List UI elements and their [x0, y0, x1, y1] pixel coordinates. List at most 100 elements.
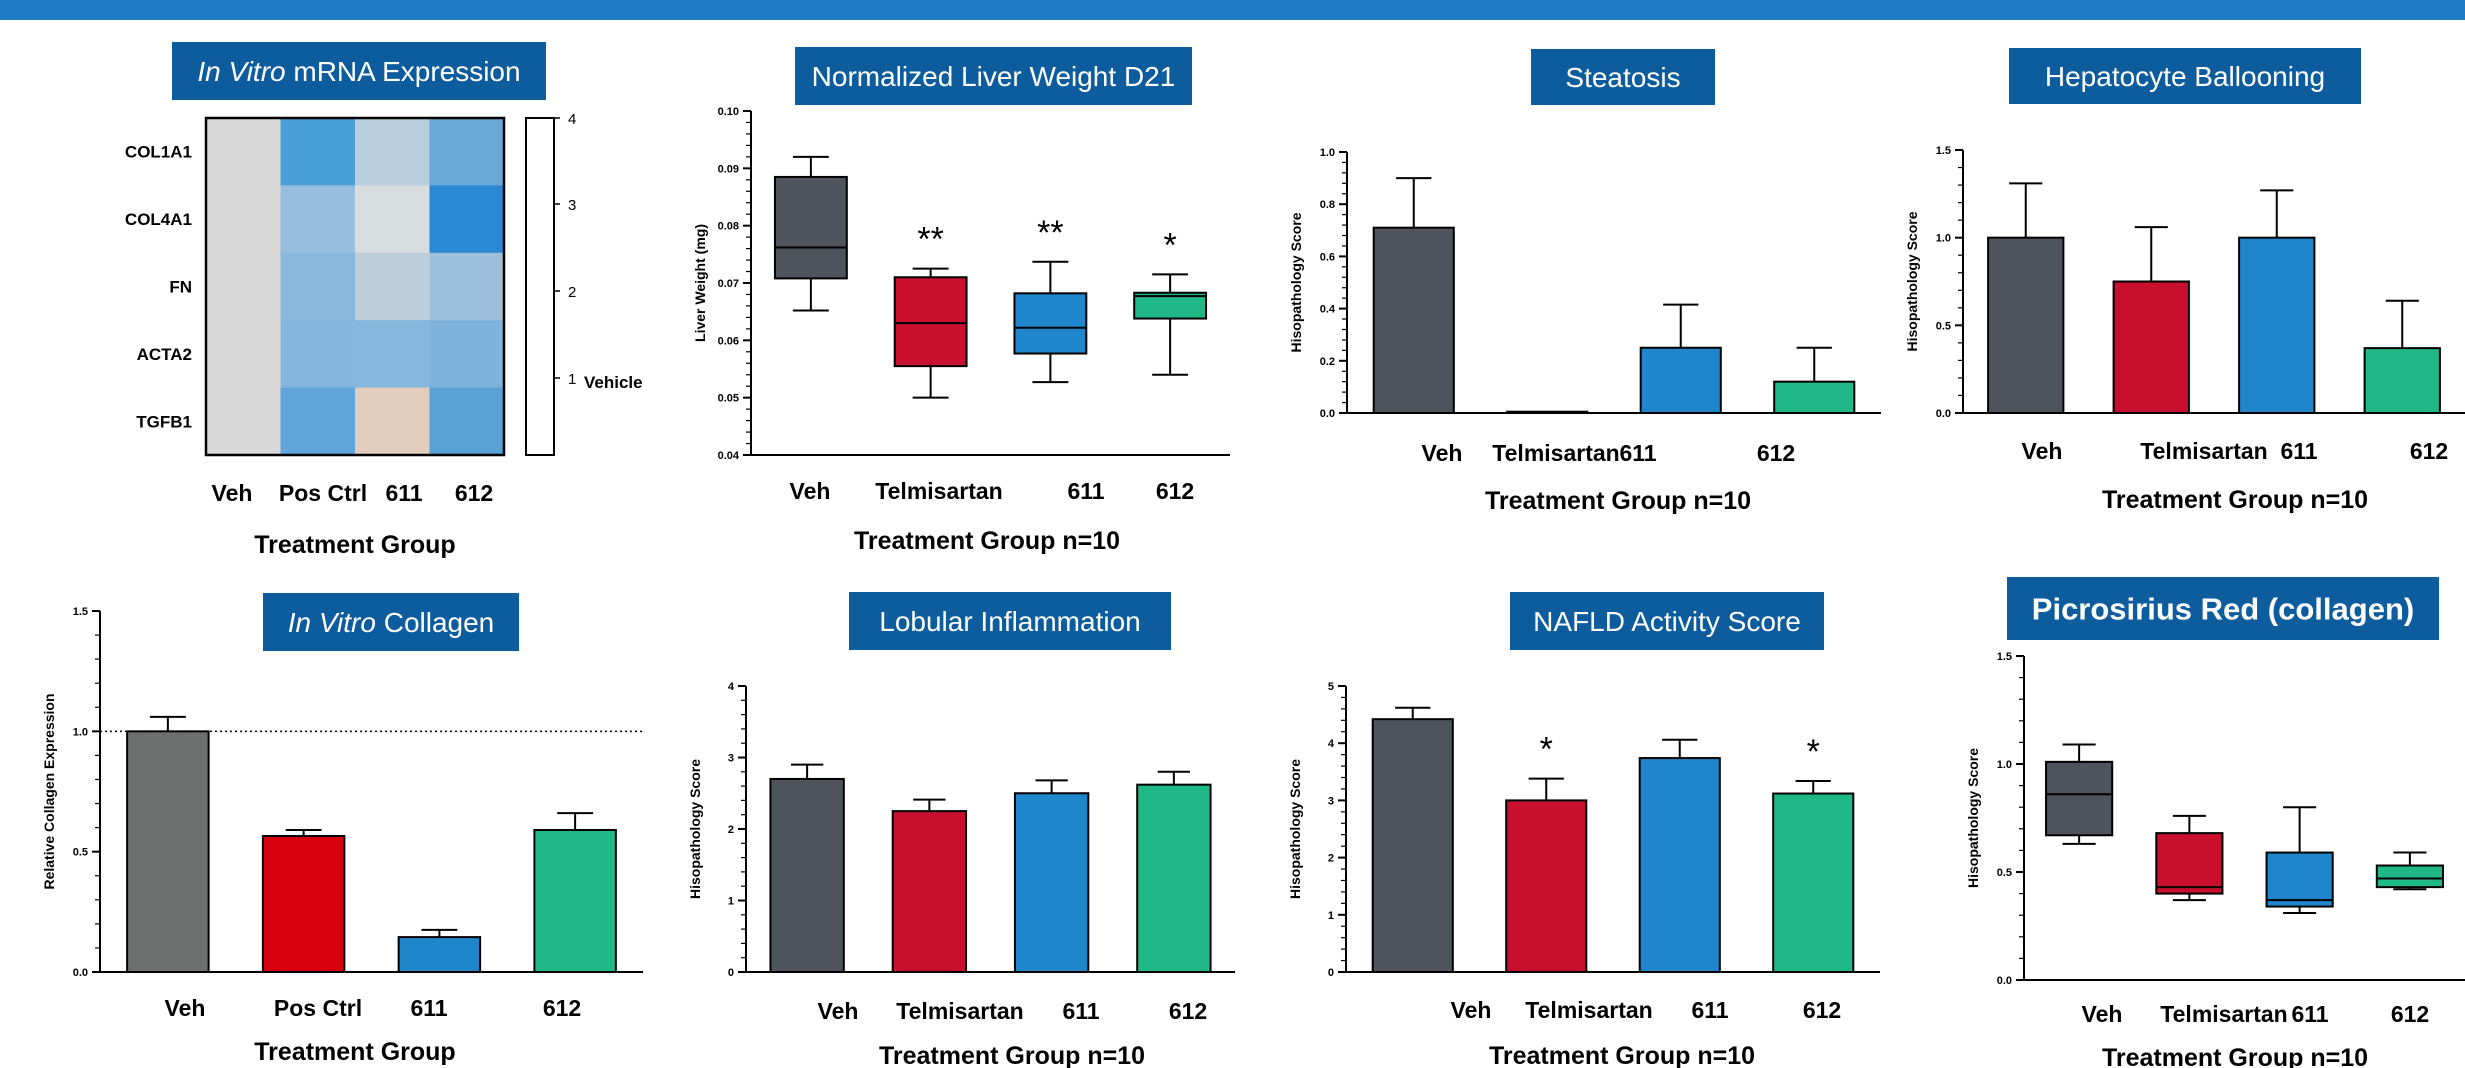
heatmap-row-label: COL1A1	[125, 143, 192, 162]
y-tick-label: 1.0	[1997, 759, 2012, 771]
chart-ballooning: Hepatocyte Ballooning 0.0 0.5 1.0 1.5 Hisopat…	[1904, 48, 2465, 514]
heatmap-cell	[280, 387, 356, 456]
y-tick-label: 1.0	[73, 726, 88, 738]
chart-title: Normalized Liver Weight D21	[812, 61, 1176, 92]
x-category-label: 611	[1067, 478, 1104, 504]
significance-marker: *	[1807, 733, 1820, 771]
heatmap-col-label: 611	[385, 480, 422, 506]
y-tick-label: 0.0	[73, 967, 88, 979]
y-tick-label: 0.6	[1320, 251, 1335, 263]
y-axis-label: Hisopathology Score	[1965, 748, 1981, 888]
heatmap-cell	[429, 118, 505, 186]
y-tick-label: 0.4	[1320, 304, 1336, 316]
y-tick-label: 0.5	[73, 847, 88, 859]
y-axis-label: Hisopathology Score	[1287, 759, 1303, 899]
bar	[533, 829, 617, 973]
y-tick-label: 0.0	[1936, 408, 1951, 420]
box	[2265, 851, 2334, 908]
x-axis-title: Treatment Group	[254, 531, 455, 559]
y-tick-label: 0.06	[718, 335, 739, 347]
y-tick-label: 2	[728, 824, 734, 836]
y-axis-label: Hisopathology Score	[1904, 211, 1920, 351]
title-banner	[1510, 592, 1824, 650]
x-category-label: 612	[1803, 997, 1841, 1023]
y-axis-label: Liver Weight (mg)	[692, 224, 708, 342]
y-axis-label: Hisopathology Score	[687, 759, 703, 899]
heatmap-row-label: TGFB1	[136, 412, 192, 431]
title-rest-part: mRNA Expression	[286, 56, 521, 87]
bar	[769, 777, 845, 974]
heatmap-cell	[429, 252, 505, 321]
y-tick-label: 0	[728, 967, 734, 979]
heatmap-cell	[355, 320, 430, 389]
x-axis-title: Treatment Group n=10	[1489, 1042, 1755, 1068]
x-axis-title: Treatment Group n=10	[2102, 1044, 2368, 1068]
heatmap-cell	[355, 185, 430, 254]
y-tick-label: 0.04	[718, 450, 740, 462]
x-category-label: Veh	[790, 478, 831, 504]
x-axis-title: Treatment Group n=10	[879, 1042, 1145, 1068]
chart-nafld: NAFLD Activity Score 0 1 2 3 4 5 Hisopathology …	[1287, 592, 1880, 1068]
colorbar-label: Vehicle	[584, 373, 643, 392]
heatmap-row-label: COL4A1	[125, 210, 192, 229]
bar	[1987, 236, 2065, 414]
y-tick-label: 1.5	[1936, 145, 1951, 157]
x-category-label: Telmisartan	[896, 998, 1023, 1024]
y-axis-label: Hisopathology Score	[1288, 212, 1304, 352]
bar	[1506, 410, 1589, 415]
chart-liver: Normalized Liver Weight D21 0.04 0.05 0.06 0…	[692, 47, 1230, 555]
x-category-label: Pos Ctrl	[274, 995, 362, 1021]
significance-marker: **	[917, 221, 943, 259]
heatmap-cell	[429, 185, 505, 254]
heatmap-col-label: Veh	[212, 480, 253, 506]
x-category-label: Telmisartan	[2140, 438, 2267, 464]
bar	[1136, 783, 1212, 973]
bar	[1772, 792, 1855, 974]
heatmap-cell	[280, 252, 356, 321]
x-category-label: 612	[2391, 1001, 2429, 1027]
x-category-label: 612	[1169, 998, 1207, 1024]
bar	[1638, 757, 1721, 974]
bar	[1372, 226, 1455, 414]
y-tick-label: 0.10	[718, 106, 739, 118]
heatmap-row-label: FN	[169, 278, 192, 297]
heatmap-col-label: 612	[455, 480, 493, 506]
chart-mrna: In Vitro mRNA Expression COL1A1 COL4A1 FN AC…	[125, 42, 643, 559]
box	[2155, 832, 2224, 895]
x-category-label: 611	[410, 995, 447, 1021]
title-banner	[795, 47, 1192, 105]
box	[2045, 760, 2114, 837]
bar	[1505, 799, 1588, 974]
bar	[126, 730, 210, 973]
y-tick-label: 1	[1328, 910, 1334, 922]
x-axis-title: Treatment Group n=10	[854, 527, 1120, 555]
x-category-label: 612	[2410, 438, 2448, 464]
chart-title: Lobular Inflammation	[879, 606, 1140, 637]
x-category-label: 611	[1691, 997, 1728, 1023]
x-category-label: Veh	[2022, 438, 2063, 464]
y-tick-label: 0.09	[718, 163, 739, 175]
bar	[2363, 347, 2441, 415]
x-axis-title: Treatment Group	[254, 1038, 455, 1066]
chart-title: Picrosirius Red (collagen)	[2032, 592, 2414, 627]
y-tick-label: 0.5	[1936, 320, 1951, 332]
x-category-label: 611	[2280, 438, 2317, 464]
y-tick-label: 0.0	[1997, 975, 2012, 987]
heatmap-cell	[206, 252, 281, 321]
title-banner	[263, 593, 519, 651]
heatmap-col-label: Pos Ctrl	[279, 480, 367, 506]
y-tick-label: 3	[728, 753, 734, 765]
chart-title: NAFLD Activity Score	[1533, 606, 1801, 637]
x-category-label: Telmisartan	[1492, 440, 1619, 466]
box	[773, 175, 848, 280]
heatmap-frame	[204, 116, 506, 457]
title-banner	[2009, 48, 2361, 104]
bar	[2238, 236, 2316, 414]
y-tick-label: 1.5	[1997, 651, 2012, 663]
chart-title: Hepatocyte Ballooning	[2045, 61, 2325, 92]
colorbar-tick-label: 4	[568, 111, 576, 128]
significance-marker: **	[1037, 214, 1063, 252]
title-banner	[2007, 577, 2439, 640]
chart-picrosirius: Picrosirius Red (collagen) 0.0 0.5 1.0 1.5 Hi…	[1965, 577, 2465, 1068]
